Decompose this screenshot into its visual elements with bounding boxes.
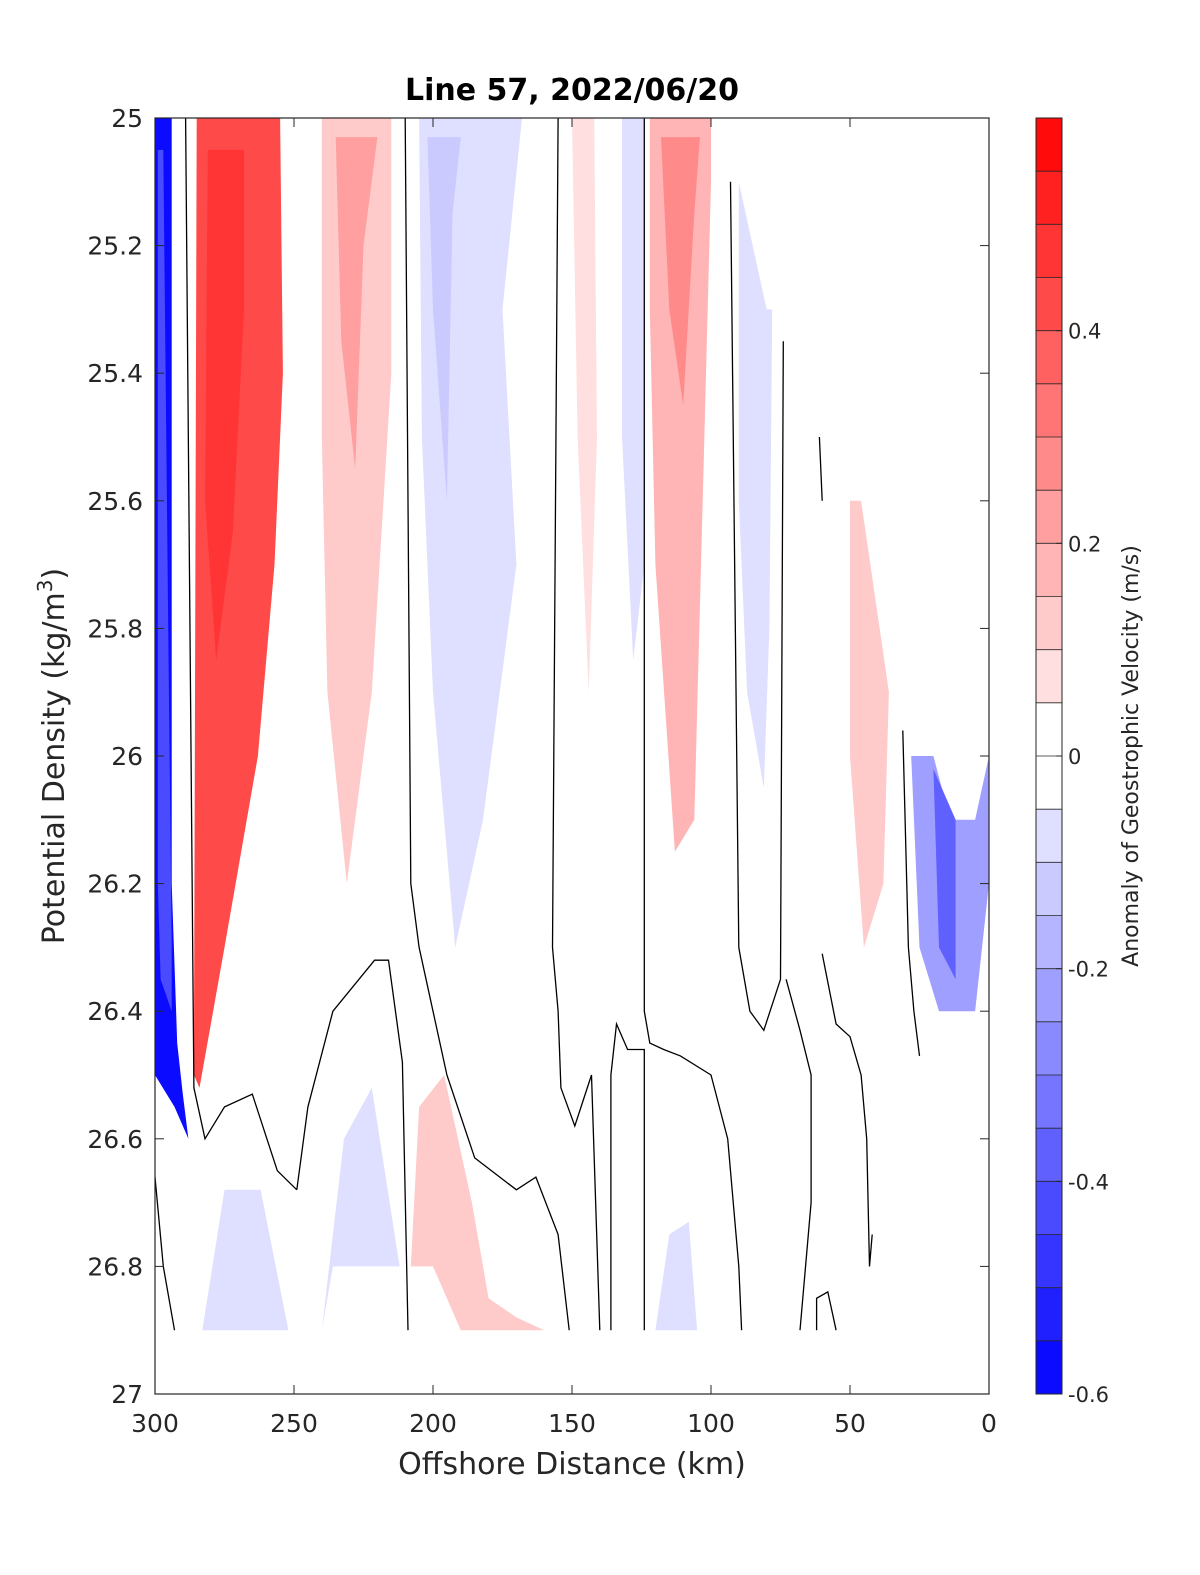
zero-contour-8	[729, 181, 784, 1032]
colorbar-level	[1036, 702, 1062, 756]
x-axis-title: Offshore Distance (km)	[398, 1447, 746, 1482]
zero-contour-10	[821, 953, 873, 1267]
contour-band-8	[427, 137, 461, 501]
colorbar-level	[1036, 596, 1062, 650]
colorbar-level	[1036, 490, 1062, 544]
zero-contour-3	[296, 959, 409, 1331]
colorbar-level	[1036, 437, 1062, 491]
contour-band-12	[661, 137, 700, 406]
y-tick-label: 26.4	[87, 997, 143, 1026]
zero-contour-13	[902, 730, 921, 1056]
contour-band-17	[202, 1189, 289, 1331]
contour-band-11	[649, 118, 711, 852]
colorbar-level	[1036, 1021, 1062, 1075]
colorbar-level	[1036, 809, 1062, 863]
y-tick-label: 26.6	[87, 1125, 143, 1154]
contour-band-19	[410, 1075, 545, 1331]
colorbar-level	[1036, 277, 1062, 331]
zero-contour-9	[785, 979, 812, 1331]
colorbar: -0.6 -0.4 -0.2 0 0.2 0.4	[1035, 117, 1109, 1407]
colorbar-level	[1036, 915, 1062, 969]
colorbar-level	[1036, 330, 1062, 384]
colorbar-level	[1036, 649, 1062, 703]
colorbar-tick-label: -0.4	[1068, 1170, 1109, 1194]
x-tick-label: 200	[409, 1409, 457, 1438]
contour-fill-layer	[155, 118, 989, 1331]
contour-band-2	[157, 149, 172, 1012]
y-tick-label: 25.4	[87, 359, 143, 388]
colorbar-tick-label: -0.2	[1068, 958, 1109, 982]
y-tick-label: 26	[111, 742, 143, 771]
y-tick-label: 26.8	[87, 1252, 143, 1281]
colorbar-level	[1036, 1234, 1062, 1288]
contour-band-16	[933, 768, 956, 980]
x-tick-label: 150	[548, 1409, 596, 1438]
contour-band-5	[321, 118, 392, 884]
contour-band-4	[205, 149, 244, 661]
colorbar-level	[1036, 1340, 1062, 1394]
y-tick-label: 27	[111, 1380, 143, 1409]
colorbar-level	[1036, 171, 1062, 225]
contour-band-14	[850, 500, 889, 948]
colorbar-tick-label: 0.2	[1068, 532, 1101, 556]
x-tick-label: 100	[687, 1409, 735, 1438]
x-tick-label: 300	[131, 1409, 179, 1438]
colorbar-level	[1036, 543, 1062, 597]
zero-contour-6	[643, 118, 743, 1331]
colorbar-level	[1036, 224, 1062, 278]
colorbar-level	[1036, 968, 1062, 1022]
y-axis-title: Potential Density (kg/m3)	[33, 568, 72, 944]
colorbar-tick-label: 0	[1068, 745, 1081, 769]
zero-contour-12	[815, 1290, 837, 1331]
colorbar-level	[1036, 1075, 1062, 1129]
y-axis-title-sup: 3	[33, 579, 57, 592]
y-axis-title-main: Potential Density (kg/m	[37, 592, 72, 944]
y-tick-label: 26.2	[87, 870, 143, 899]
y-tick-label: 25.8	[87, 614, 143, 643]
y-axis: 25 25.2 25.4 25.6 25.8 26 26.2 26.4 26.6 26.8 27	[87, 104, 989, 1409]
colorbar-level	[1036, 1287, 1062, 1341]
contour-band-20	[655, 1221, 698, 1331]
zero-contour-1	[184, 118, 298, 1191]
colorbar-level	[1036, 1181, 1062, 1235]
colorbar-level	[1036, 756, 1062, 810]
contour-band-18	[321, 1087, 400, 1331]
chart-title: Line 57, 2022/06/20	[405, 73, 739, 108]
colorbar-level	[1036, 383, 1062, 437]
zero-contour-4	[404, 118, 570, 1331]
zero-contour-5	[551, 118, 601, 1331]
contour-band-10	[622, 118, 645, 661]
colorbar-tick-label: -0.6	[1068, 1383, 1109, 1407]
x-tick-label: 0	[981, 1409, 997, 1438]
colorbar-level	[1036, 1128, 1062, 1182]
y-tick-label: 25	[111, 104, 143, 133]
zero-contour-11	[818, 436, 823, 501]
x-axis: 300 250 200 150 100 50 0	[131, 118, 997, 1438]
y-tick-label: 25.2	[87, 232, 143, 261]
colorbar-level	[1036, 118, 1062, 172]
contour-band-6	[335, 137, 378, 469]
y-axis-title-end: )	[37, 568, 72, 580]
x-tick-label: 250	[270, 1409, 318, 1438]
colorbar-tick-label: 0.4	[1068, 320, 1101, 344]
contour-band-9	[572, 118, 597, 693]
contour-band-13	[738, 181, 773, 788]
x-tick-label: 50	[834, 1409, 866, 1438]
colorbar-level	[1036, 862, 1062, 916]
zero-contour-layer	[155, 118, 921, 1331]
colorbar-title: Anomaly of Geostrophic Velocity (m/s)	[1119, 545, 1144, 967]
zero-contour-7	[610, 1021, 645, 1331]
y-tick-label: 25.6	[87, 487, 143, 516]
